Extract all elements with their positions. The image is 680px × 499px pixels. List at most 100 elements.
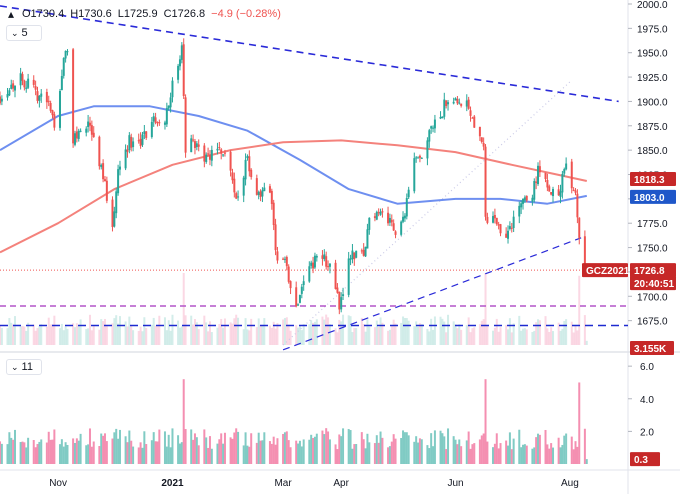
candle-body [102, 163, 105, 180]
volume-bar [353, 444, 356, 464]
candle [66, 49, 69, 56]
candle [538, 160, 541, 177]
candle-body [400, 221, 403, 235]
volume-overlay-bar [143, 317, 146, 345]
volume-bar [154, 441, 157, 464]
volume-bar [315, 433, 318, 464]
candle [426, 137, 429, 166]
candle-body [0, 98, 3, 102]
volume-overlay-bar [428, 331, 431, 345]
volume-overlay-bar [85, 329, 88, 345]
candle [156, 121, 159, 127]
candle [53, 111, 56, 131]
volume-overlay-bar [77, 325, 80, 345]
candle-body [439, 116, 442, 119]
candle-body [34, 86, 37, 90]
candle-body [349, 258, 352, 260]
candles-layer [0, 38, 588, 315]
candle [297, 303, 300, 307]
volume-overlay-bar [180, 326, 183, 345]
candle [283, 256, 286, 263]
volume-bar [72, 438, 75, 464]
volume-overlay-bar [355, 328, 358, 345]
volume-overlay-bar [75, 323, 78, 345]
volume-bar [208, 436, 211, 464]
candle-body [368, 217, 371, 230]
volume-overlay-bar [499, 327, 502, 345]
candle-body [375, 211, 378, 220]
candle [460, 103, 463, 108]
volume-overlay-bar [525, 329, 528, 345]
main-indicators-toggle[interactable]: ⌄ 5 [6, 25, 42, 41]
candle [533, 178, 536, 203]
candle-body [276, 251, 279, 261]
candle [565, 157, 568, 171]
candle [295, 281, 298, 308]
symbol-tag-text: GCZ2021 [586, 266, 630, 277]
volume-bar [66, 444, 69, 464]
volume-overlay-bar [351, 332, 354, 345]
candle-body [205, 154, 208, 163]
volume-overlay-bar [469, 332, 472, 345]
volume-tick-label: 6.0 [640, 362, 654, 373]
volume-overlay-bar [507, 329, 510, 345]
candle [218, 142, 221, 151]
volume-overlay-bar [171, 314, 174, 345]
candle [520, 200, 523, 215]
ohlc-close: C1726.8 [163, 8, 206, 20]
candle-body [364, 246, 367, 257]
volume-bar [141, 447, 144, 464]
candle [465, 94, 468, 112]
volume-bar [507, 445, 510, 464]
sma-short-price-tag-bg [630, 189, 676, 204]
volume-overlay-bar [145, 328, 148, 345]
candle-body [426, 140, 429, 159]
candle-body [531, 197, 534, 202]
candle-body [379, 211, 382, 215]
volume-overlay-bar [456, 328, 459, 345]
volume-bar [40, 439, 43, 464]
volume-overlay-bar [388, 329, 391, 345]
time-tick-label: Aug [561, 478, 579, 489]
candle-body [523, 197, 526, 201]
volume-overlay-bar [72, 323, 75, 345]
volume-overlay-bar [233, 318, 236, 345]
volume-overlay-bar [328, 324, 331, 345]
candle [154, 112, 157, 125]
volume-overlay-bar [458, 324, 461, 345]
legend-collapse-arrow-icon[interactable]: ▴ [7, 7, 15, 21]
candle [0, 91, 1, 106]
candle [364, 246, 367, 258]
volume-indicators-toggle[interactable]: ⌄ 11 [6, 359, 42, 375]
volume-bar [64, 442, 67, 464]
volume-overlay-bar [223, 318, 226, 345]
volume-overlay-bar [439, 316, 442, 345]
candle [216, 142, 219, 155]
candle-body [195, 143, 198, 148]
price-tick-label: 1750.0 [637, 244, 668, 255]
candle [300, 283, 303, 299]
volume-overlay-bar [347, 315, 350, 345]
volume-bar [263, 432, 266, 464]
volume-bar [237, 431, 240, 464]
candle [315, 254, 318, 262]
candle [544, 172, 547, 183]
volume-overlay-bar [360, 317, 363, 345]
volume-overlay-bar [563, 320, 566, 345]
volume-bar [282, 433, 285, 464]
volume-bar [525, 445, 528, 464]
volume-bar [420, 439, 423, 464]
volume-overlay-bar [263, 318, 266, 345]
volume-bar [102, 435, 105, 464]
candle-body [415, 157, 418, 159]
candle [478, 126, 481, 141]
time-tick-label: Mar [274, 478, 292, 489]
volume-bar [130, 440, 133, 464]
volume-bar [418, 438, 421, 464]
volume-overlay-bar [124, 321, 127, 345]
sma-short-price-tag: 1803.0 [630, 189, 676, 204]
volume-overlay-bar [473, 327, 476, 345]
volume-bar [510, 449, 513, 464]
